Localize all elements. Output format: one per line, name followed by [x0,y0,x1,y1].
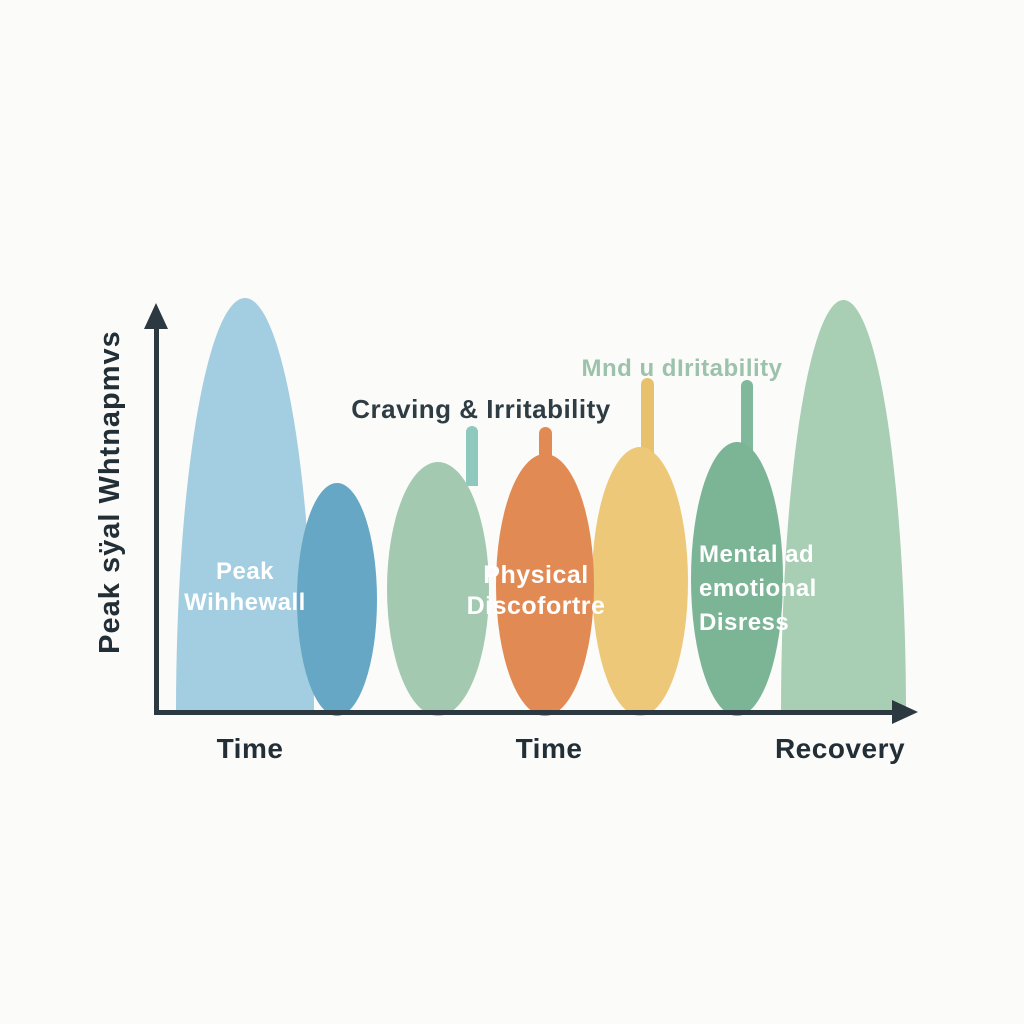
y-axis-arrow-icon [144,303,168,329]
stem-craving-blob [466,426,478,486]
blob-craving [387,462,489,716]
y-axis-label: Peak sÿal Whtnapmvs [94,330,126,654]
label-physical-discomfort: Physical Discofortre [466,561,606,621]
x-axis-line [154,710,896,715]
blob-mental-distress [691,442,783,716]
blob-yellow-hump [592,447,688,716]
stem-yellow-hump [641,378,654,468]
label-mental-distress: Mental ad emotional Disress [699,541,817,637]
annotation-mnd-irritability: Mnd u dIritability [581,355,783,382]
y-axis-line [154,324,159,713]
x-tick-time-1: Time [216,733,284,764]
blob-physical-discomfort [496,454,594,716]
label-peak-withdrawal: Peak Wihhewall [184,558,306,617]
annotation-craving-irritability: Craving & Irritability [351,394,611,424]
blob-peak-withdrawal [176,298,314,713]
blob-secondary-hump [297,483,377,716]
x-axis-arrow-icon [892,700,918,724]
x-tick-time-2: Time [515,733,583,764]
x-tick-recovery: Recovery [774,733,906,764]
